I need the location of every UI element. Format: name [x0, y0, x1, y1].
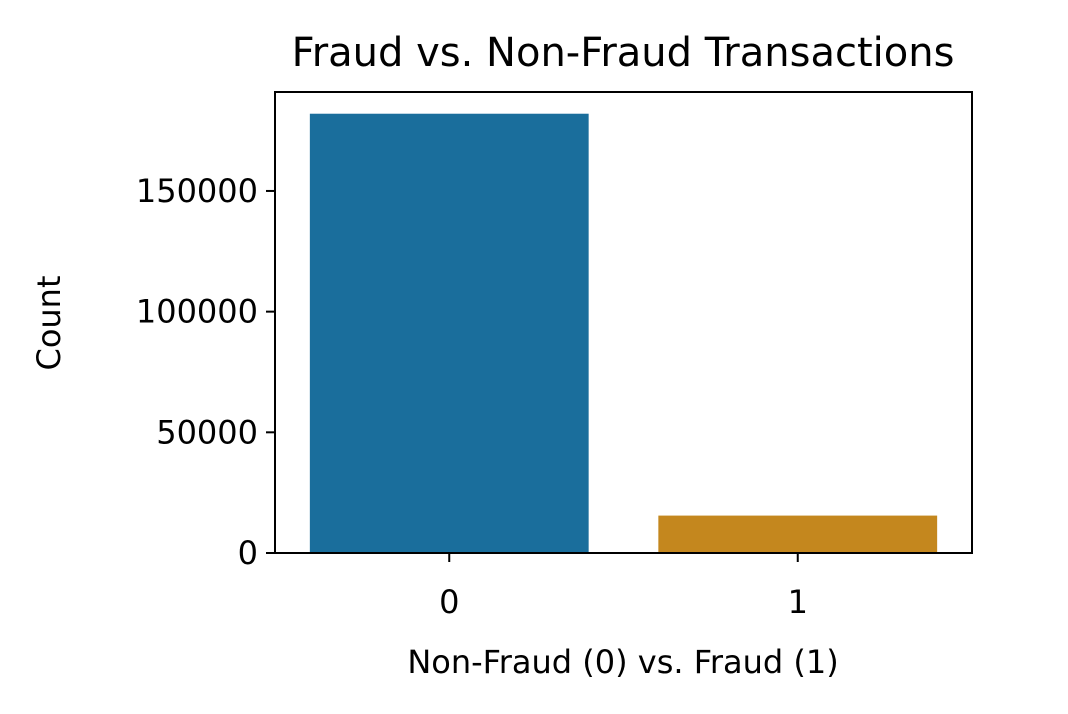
- bar-0: [309, 113, 589, 554]
- chart-title: Fraud vs. Non-Fraud Transactions: [292, 30, 955, 76]
- plot-area: 0 50000 100000 150000 0 1: [136, 91, 973, 621]
- y-tick-label: 150000: [136, 172, 258, 210]
- y-tick-label: 0: [238, 534, 258, 572]
- y-tick-label: 100000: [136, 293, 258, 331]
- x-tick-label: 1: [788, 583, 808, 621]
- y-tick-label: 50000: [156, 413, 258, 451]
- x-axis-label: Non-Fraud (0) vs. Fraud (1): [407, 643, 838, 681]
- plot-frame: [274, 91, 973, 554]
- bar-1: [658, 515, 938, 553]
- y-axis-label: Count: [30, 275, 68, 370]
- x-tick-label: 0: [439, 583, 459, 621]
